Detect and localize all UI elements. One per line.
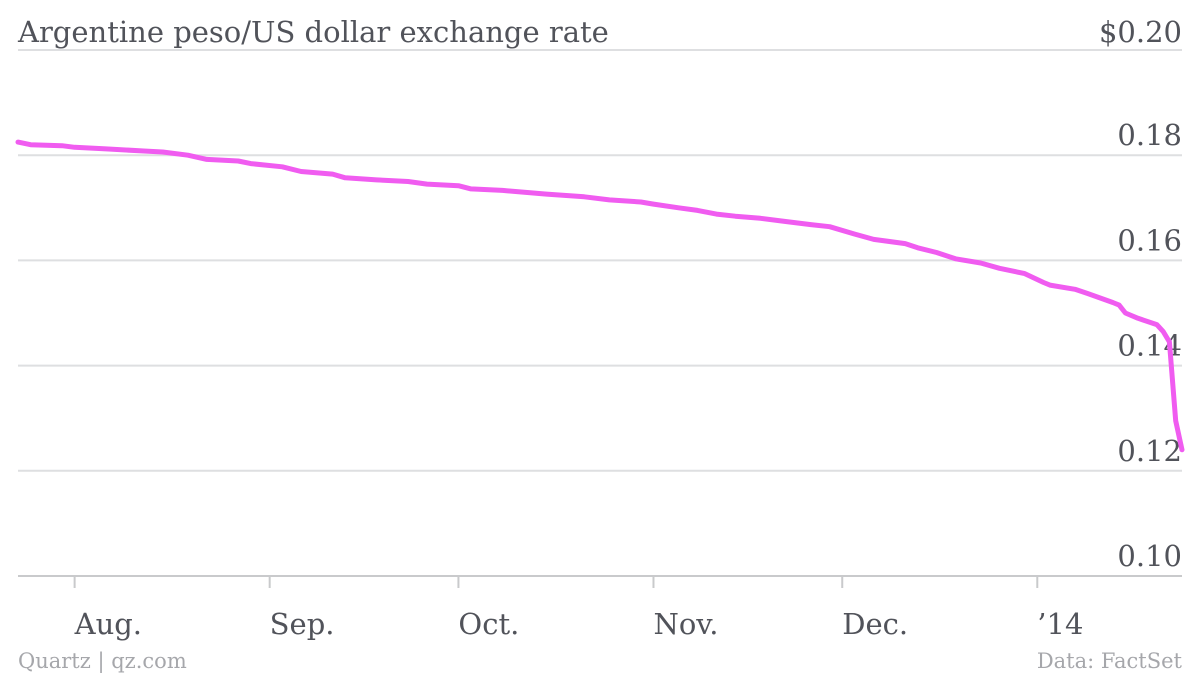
x-tick-label: Dec. [842, 607, 908, 641]
chart-title: Argentine peso/US dollar exchange rate [17, 15, 609, 49]
grid-lines [18, 49, 1182, 577]
x-tick-label: ’14 [1037, 607, 1083, 641]
y-tick-label: 0.10 [1117, 539, 1182, 573]
y-tick-label: 0.18 [1117, 118, 1182, 152]
y-tick-label: 0.12 [1117, 434, 1182, 468]
x-tick-label: Sep. [270, 607, 335, 641]
x-tick-label: Nov. [653, 607, 718, 641]
series-layer [15, 139, 1185, 453]
y-axis: 0.180.160.140.120.10$0.20 [1099, 15, 1182, 573]
y-tick-label: 0.16 [1117, 223, 1182, 257]
source-right: Data: FactSet [1037, 649, 1183, 673]
x-tick-label: Oct. [458, 607, 519, 641]
series-line [15, 139, 1185, 453]
x-axis: Aug. Sep. Oct. Nov. Dec. ’14 [73, 576, 1083, 641]
y-tick-label: $0.20 [1099, 15, 1182, 49]
x-tick-label: Aug. [74, 607, 142, 641]
source-left: Quartz | qz.com [18, 649, 187, 674]
